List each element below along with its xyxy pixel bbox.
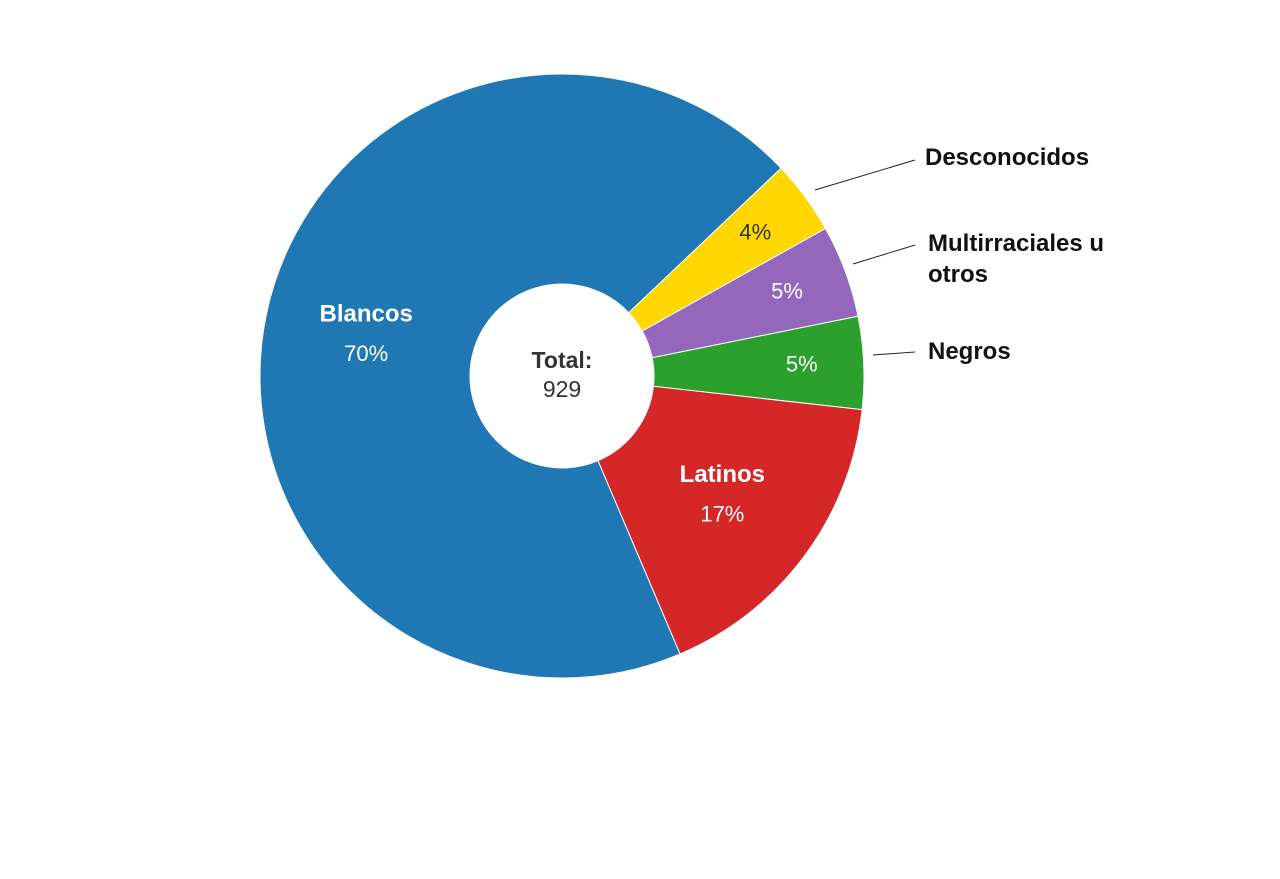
value-label: 4% [739, 219, 771, 244]
slice-label: Desconocidos [925, 144, 1090, 171]
value-label: 5% [771, 278, 803, 303]
center-total: 929 [543, 376, 581, 402]
leader-line [814, 159, 916, 191]
donut-slice [597, 385, 863, 655]
value-label: 17% [700, 501, 744, 526]
slice-label: Multirraciales u otros [928, 230, 1105, 288]
leader-line [852, 244, 916, 265]
value-label: 70% [344, 341, 388, 366]
slice-label: Latinos [680, 461, 765, 488]
leader-line [872, 351, 916, 356]
center-label: Total: [532, 347, 593, 373]
slice-label: Blancos [320, 301, 413, 328]
slice-label: Negros [928, 338, 1011, 365]
donut-slice [259, 73, 782, 679]
value-label: 5% [786, 351, 818, 376]
